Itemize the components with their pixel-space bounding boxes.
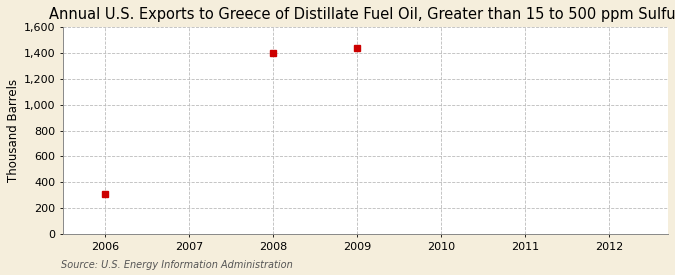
Text: Source: U.S. Energy Information Administration: Source: U.S. Energy Information Administ… <box>61 260 292 270</box>
Y-axis label: Thousand Barrels: Thousand Barrels <box>7 79 20 182</box>
Title: Annual U.S. Exports to Greece of Distillate Fuel Oil, Greater than 15 to 500 ppm: Annual U.S. Exports to Greece of Distill… <box>49 7 675 22</box>
